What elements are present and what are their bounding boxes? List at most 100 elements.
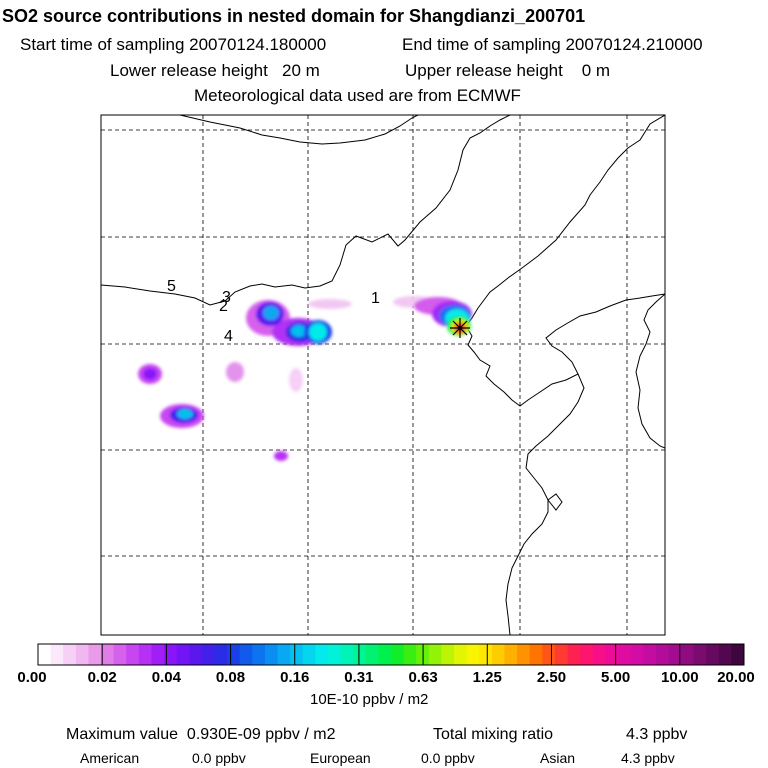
max-value-label: Maximum value 0.930E-09 ppbv / m2 <box>66 726 336 743</box>
european-value: 0.0 ppbv <box>421 750 475 766</box>
chart-title: SO2 source contributions in nested domai… <box>2 6 586 26</box>
colorbar-tick-label: 0.08 <box>215 669 246 686</box>
colorbar-cell <box>75 644 89 665</box>
colorbar-cell <box>138 644 152 665</box>
plume-cell <box>274 451 288 461</box>
colorbar-cell <box>643 644 657 665</box>
small-patch <box>274 451 288 461</box>
colorbar-tick-label: 2.50 <box>536 669 567 686</box>
station-marker <box>450 318 470 338</box>
colorbar-cell <box>542 644 556 665</box>
colorbar-cell <box>454 644 468 665</box>
asian-label: Asian <box>540 750 576 766</box>
plume-cell <box>177 409 193 419</box>
upper-border <box>179 115 419 145</box>
plume-cell <box>226 362 244 382</box>
colorbar-cell <box>491 644 505 665</box>
colorbar-cell <box>567 644 581 665</box>
peninsula <box>635 293 665 449</box>
region-label: 1 <box>371 290 380 307</box>
colorbar-cell <box>63 644 77 665</box>
end-time-label: End time of sampling 20070124.210000 <box>402 35 703 54</box>
coastline-south <box>505 373 585 635</box>
colorbar-tick-label: 0.02 <box>87 669 117 686</box>
colorbar-cell <box>504 644 518 665</box>
colorbar-cell <box>340 644 354 665</box>
grid-lines <box>101 115 665 635</box>
colorbar-cell <box>315 644 329 665</box>
colorbar-tick-label: 5.00 <box>601 669 631 686</box>
colorbar-cell <box>605 644 619 665</box>
region-label: 3 <box>222 289 231 306</box>
total-mixing-label: Total mixing ratio <box>433 726 554 743</box>
colorbar-cell <box>680 644 695 665</box>
colorbar-cell <box>264 644 279 665</box>
colorbar-cell <box>580 644 594 665</box>
coastline-north <box>465 115 665 327</box>
american-label: American <box>80 750 140 766</box>
colorbar-tick-label: 10.00 <box>661 669 699 686</box>
colorbar-frame <box>37 643 745 666</box>
boundaries <box>101 115 665 635</box>
plume-cell <box>291 325 307 337</box>
plume-cell <box>263 306 279 320</box>
colorbar-tick-label: 0.31 <box>344 669 374 686</box>
region-label: 5 <box>167 278 176 295</box>
colorbar-cell <box>113 644 127 665</box>
european-label: European <box>310 750 371 766</box>
colorbar-cell <box>441 644 455 665</box>
colorbar <box>37 643 745 666</box>
colorbar-cell <box>201 644 215 665</box>
colorbar-cell <box>176 644 190 665</box>
colorbar-cell <box>592 644 606 665</box>
colorbar-cell <box>630 644 644 665</box>
colorbar-cell <box>302 644 316 665</box>
colorbar-cell <box>391 644 405 665</box>
colorbar-cell <box>655 644 669 665</box>
plume-cell <box>308 299 352 309</box>
colorbar-cell <box>668 644 682 665</box>
colorbar-cell <box>693 644 707 665</box>
start-time-label: Start time of sampling 20070124.180000 <box>20 35 327 54</box>
colorbar-cell <box>151 644 165 665</box>
colorbar-cell <box>164 644 178 665</box>
inland-lake <box>547 493 563 511</box>
map-frame <box>100 114 666 636</box>
colorbar-cell <box>88 644 102 665</box>
met-data-label: Meteorological data used are from ECMWF <box>194 86 521 105</box>
colorbar-cell <box>277 644 291 665</box>
colorbar-cell <box>353 644 367 665</box>
colorbar-cell <box>101 644 115 665</box>
colorbar-tick-label: 0.16 <box>280 669 310 686</box>
colorbar-cell <box>554 644 568 665</box>
west-blob <box>138 364 162 384</box>
asian-value: 4.3 ppbv <box>621 750 675 766</box>
colorbar-cell <box>252 644 266 665</box>
american-value: 0.0 ppbv <box>192 750 246 766</box>
colorbar-cell <box>239 644 253 665</box>
central-cluster <box>226 299 352 392</box>
colorbar-cell <box>731 644 745 665</box>
colorbar-cell <box>227 644 241 665</box>
colorbar-cell <box>403 644 417 665</box>
colorbar-ticks <box>101 644 681 665</box>
colorbar-tick-label: 0.04 <box>151 669 181 686</box>
region-label: 4 <box>224 328 233 345</box>
colorbar-cell <box>466 644 480 665</box>
northern-border <box>101 115 511 306</box>
plumes <box>138 296 472 461</box>
colorbar-tick-label: 20.00 <box>717 669 755 686</box>
colorbar-tick-label: 0.00 <box>17 669 47 686</box>
station-marker-line <box>452 320 468 336</box>
colorbar-cell <box>428 644 442 665</box>
plume-cell <box>143 368 157 380</box>
colorbar-cell <box>365 644 379 665</box>
colorbar-cell <box>214 644 228 665</box>
plume-cell <box>309 323 327 341</box>
colorbar-tick-label: 0.63 <box>408 669 438 686</box>
colorbar-cell <box>529 644 543 665</box>
region-label: 2 <box>219 298 228 315</box>
colorbar-cell <box>189 644 203 665</box>
colorbar-cell <box>50 644 64 665</box>
